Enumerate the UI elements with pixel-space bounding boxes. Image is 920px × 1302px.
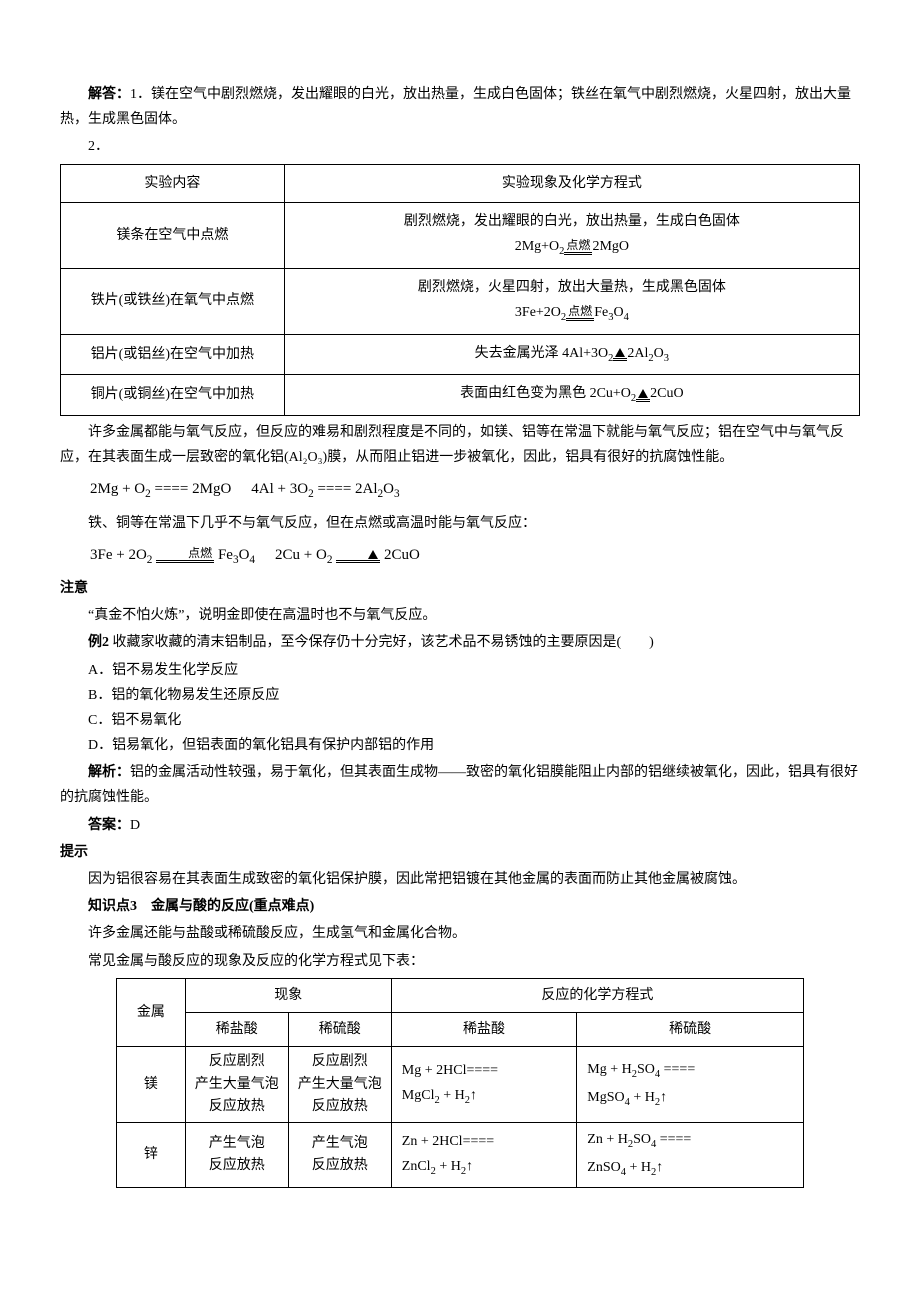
table-row: 金属 现象 反应的化学方程式 xyxy=(117,978,804,1012)
table-header: 稀硫酸 xyxy=(577,1012,804,1046)
table-cell: 锌 xyxy=(117,1123,186,1187)
body-paragraph: 许多金属都能与氧气反应，但反应的难易和剧烈程度是不同的，如镁、铝等在常温下就能与… xyxy=(60,420,860,470)
delta-icon xyxy=(638,389,648,398)
table-cell: 剧烈燃烧，火星四射，放出大量热，生成黑色固体 3Fe+2O2点燃Fe3O4 xyxy=(284,268,859,334)
table-cell: Zn + H2SO4 ==== ZnSO4 + H2↑ xyxy=(577,1123,804,1187)
delta-icon xyxy=(615,348,625,357)
table-row: 铜片(或铜丝)在空气中加热 表面由红色变为黑色 2Cu+O22CuO xyxy=(61,375,860,416)
equation: 2Mg+O2点燃2MgO xyxy=(515,239,629,254)
equation: 4Al+3O22Al2O3 xyxy=(562,346,669,361)
knowledge-point-3: 知识点3 金属与酸的反应(重点难点) xyxy=(60,894,860,919)
table-cell: 产生气泡 反应放热 xyxy=(288,1123,391,1187)
table-row: 稀盐酸 稀硫酸 稀盐酸 稀硫酸 xyxy=(117,1012,804,1046)
table-cell: 反应剧烈 产生大量气泡 反应放热 xyxy=(185,1047,288,1123)
table-cell: 剧烈燃烧，发出耀眼的白光，放出热量，生成白色固体 2Mg+O2点燃2MgO xyxy=(284,202,859,268)
condition-label xyxy=(336,547,380,563)
table-cell: 铜片(或铜丝)在空气中加热 xyxy=(61,375,285,416)
answer-value: D xyxy=(130,818,140,833)
table-row: 实验内容 实验现象及化学方程式 xyxy=(61,164,860,202)
table-header: 稀盐酸 xyxy=(185,1012,288,1046)
item-2: 2． xyxy=(60,134,860,159)
body-paragraph: 许多金属还能与盐酸或稀硫酸反应，生成氢气和金属化合物。 xyxy=(60,921,860,946)
formula-line: 3Fe + 2O2 点燃 Fe3O42Cu + O2 2CuO xyxy=(60,542,860,570)
table-cell: 表面由红色变为黑色 2Cu+O22CuO xyxy=(284,375,859,416)
example-label: 例2 xyxy=(88,635,113,650)
note-heading: 注意 xyxy=(60,576,860,601)
table-cell: 失去金属光泽 4Al+3O22Al2O3 xyxy=(284,334,859,375)
answer-label: 解答： xyxy=(88,87,130,102)
condition-label: 点燃 xyxy=(156,547,214,563)
experiments-table: 实验内容 实验现象及化学方程式 镁条在空气中点燃 剧烈燃烧，发出耀眼的白光，放出… xyxy=(60,164,860,416)
table-cell: 铁片(或铁丝)在氧气中点燃 xyxy=(61,268,285,334)
table-header: 现象 xyxy=(185,978,391,1012)
analysis-paragraph: 解析：铝的金属活动性较强，易于氧化，但其表面生成物——致密的氧化铝膜能阻止内部的… xyxy=(60,760,860,810)
note-text: “真金不怕火炼”，说明金即使在高温时也不与氧气反应。 xyxy=(60,603,860,628)
option-d: D．铝易氧化，但铝表面的氧化铝具有保护内部铝的作用 xyxy=(60,733,860,758)
table-row: 锌 产生气泡 反应放热 产生气泡 反应放热 Zn + 2HCl==== ZnCl… xyxy=(117,1123,804,1187)
answer-text: 1．镁在空气中剧烈燃烧，发出耀眼的白光，放出热量，生成白色固体；铁丝在氧气中剧烈… xyxy=(60,87,851,127)
table-row: 铝片(或铝丝)在空气中加热 失去金属光泽 4Al+3O22Al2O3 xyxy=(61,334,860,375)
delta-icon xyxy=(368,550,378,559)
table-header: 稀盐酸 xyxy=(391,1012,576,1046)
option-c: C．铝不易氧化 xyxy=(60,708,860,733)
example-2: 例2 收藏家收藏的清末铝制品，至今保存仍十分完好，该艺术品不易锈蚀的主要原因是(… xyxy=(60,630,860,655)
condition-label: 点燃 xyxy=(564,239,592,255)
table-row: 铁片(或铁丝)在氧气中点燃 剧烈燃烧，火星四射，放出大量热，生成黑色固体 3Fe… xyxy=(61,268,860,334)
acid-reaction-table: 金属 现象 反应的化学方程式 稀盐酸 稀硫酸 稀盐酸 稀硫酸 镁 反应剧烈 产生… xyxy=(116,978,804,1188)
analysis-label: 解析： xyxy=(88,765,130,780)
condition-label xyxy=(613,345,627,361)
answer-paragraph: 答案：D xyxy=(60,813,860,838)
table-cell: 铝片(或铝丝)在空气中加热 xyxy=(61,334,285,375)
table-header: 实验内容 xyxy=(61,164,285,202)
table-row: 镁 反应剧烈 产生大量气泡 反应放热 反应剧烈 产生大量气泡 反应放热 Mg +… xyxy=(117,1047,804,1123)
answer-label: 答案： xyxy=(88,818,130,833)
table-cell: Zn + 2HCl==== ZnCl2 + H2↑ xyxy=(391,1123,576,1187)
table-header: 反应的化学方程式 xyxy=(391,978,803,1012)
analysis-text: 铝的金属活动性较强，易于氧化，但其表面生成物——致密的氧化铝膜能阻止内部的铝继续… xyxy=(60,765,858,805)
table-cell: 产生气泡 反应放热 xyxy=(185,1123,288,1187)
equation: 2Cu+O22CuO xyxy=(590,386,684,401)
table-cell: 反应剧烈 产生大量气泡 反应放热 xyxy=(288,1047,391,1123)
option-a: A．铝不易发生化学反应 xyxy=(60,658,860,683)
formula-line: 2Mg + O2 ==== 2MgO4Al + 3O2 ==== 2Al2O3 xyxy=(60,476,860,504)
table-cell: Mg + 2HCl==== MgCl2 + H2↑ xyxy=(391,1047,576,1123)
table-header: 金属 xyxy=(117,978,186,1046)
table-row: 镁条在空气中点燃 剧烈燃烧，发出耀眼的白光，放出热量，生成白色固体 2Mg+O2… xyxy=(61,202,860,268)
body-paragraph: 铁、铜等在常温下几乎不与氧气反应，但在点燃或高温时能与氧气反应： xyxy=(60,511,860,536)
table-cell: 镁条在空气中点燃 xyxy=(61,202,285,268)
table-cell: Mg + H2SO4 ==== MgSO4 + H2↑ xyxy=(577,1047,804,1123)
option-b: B．铝的氧化物易发生还原反应 xyxy=(60,683,860,708)
hint-heading: 提示 xyxy=(60,840,860,865)
table-header: 稀硫酸 xyxy=(288,1012,391,1046)
table-header: 实验现象及化学方程式 xyxy=(284,164,859,202)
equation: 3Fe+2O2点燃Fe3O4 xyxy=(515,305,629,320)
body-paragraph: 常见金属与酸反应的现象及反应的化学方程式见下表： xyxy=(60,949,860,974)
answer-paragraph: 解答：1．镁在空气中剧烈燃烧，发出耀眼的白光，放出热量，生成白色固体；铁丝在氧气… xyxy=(60,82,860,132)
condition-label: 点燃 xyxy=(566,305,594,321)
hint-text: 因为铝很容易在其表面生成致密的氧化铝保护膜，因此常把铝镀在其他金属的表面而防止其… xyxy=(60,867,860,892)
condition-label xyxy=(636,386,650,402)
example-question: 收藏家收藏的清末铝制品，至今保存仍十分完好，该艺术品不易锈蚀的主要原因是( ) xyxy=(113,635,654,650)
table-cell: 镁 xyxy=(117,1047,186,1123)
